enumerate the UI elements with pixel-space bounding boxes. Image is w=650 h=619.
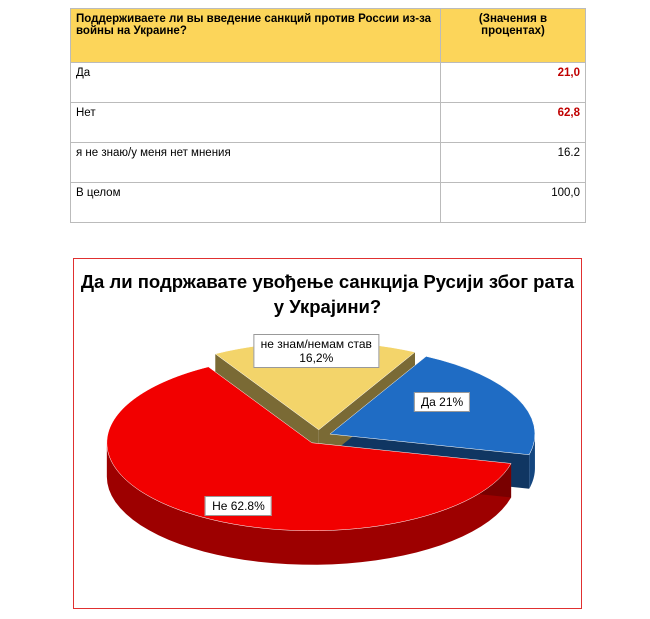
- chart-title: Да ли подржавате увођење санкција Русији…: [80, 271, 575, 317]
- data-label: Не 62.8%: [205, 496, 272, 517]
- data-label: Да 21%: [414, 391, 471, 412]
- pie-side: [529, 434, 535, 489]
- row-label: я не знаю/у меня нет мнения: [70, 142, 441, 183]
- row-label: Нет: [70, 102, 441, 143]
- chart: Да ли подржавате увођење санкција Русији…: [73, 258, 582, 609]
- row-value: 16.2: [440, 142, 586, 183]
- header-unit: (Значения в процентах): [440, 8, 586, 63]
- row-label: Да: [70, 62, 441, 103]
- header-question: Поддерживаете ли вы введение санкций про…: [70, 8, 441, 63]
- row-value: 62,8: [440, 102, 586, 143]
- row-value: 100,0: [440, 182, 586, 223]
- pie-side: [106, 442, 512, 565]
- row-value: 21,0: [440, 62, 586, 103]
- pie-slice: [106, 366, 512, 532]
- data-label: не знам/немам став 16,2%: [253, 333, 379, 368]
- row-label: В целом: [70, 182, 441, 223]
- data-table: Поддерживаете ли вы введение санкций про…: [70, 8, 586, 223]
